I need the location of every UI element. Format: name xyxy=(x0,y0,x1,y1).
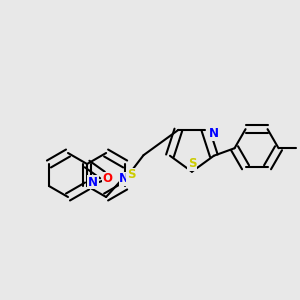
Text: N: N xyxy=(208,128,218,140)
Text: O: O xyxy=(103,172,112,185)
Text: N: N xyxy=(88,176,98,188)
Text: S: S xyxy=(188,157,196,170)
Text: N: N xyxy=(119,172,129,185)
Text: S: S xyxy=(127,169,135,182)
